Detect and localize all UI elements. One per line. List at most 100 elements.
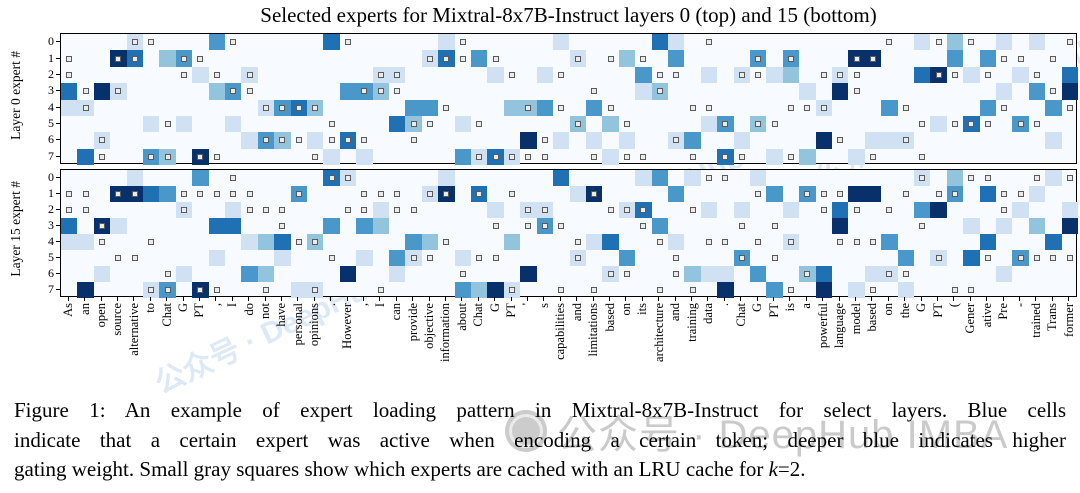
cached-marker [656,287,663,293]
cached-marker [919,153,926,160]
cached-marker [656,239,663,245]
heatmap-cell [651,218,668,234]
x-tick-mark [658,297,660,301]
heatmap-cell [651,34,668,51]
cached-marker [410,255,417,261]
x-token-label: model [848,303,863,335]
heatmap-cell [389,266,406,282]
x-tick-mark [100,297,102,301]
cached-marker [837,137,844,144]
cached-marker [263,104,270,111]
heatmap-cell [1061,66,1078,84]
x-tick-mark [969,297,971,301]
cached-marker [492,255,499,261]
cached-marker [804,191,811,197]
heatmap-cell [913,66,931,84]
heatmap-cell [618,132,636,149]
cached-marker [1050,88,1057,95]
cached-marker [771,121,778,128]
cached-marker [787,239,794,245]
x-token-label: provide [405,303,420,342]
x-tick-mark [822,297,824,301]
cached-marker [443,239,450,245]
cached-marker [951,191,958,197]
y-tick-mark [56,225,60,226]
cached-marker [558,104,565,111]
heatmap-cell [635,170,652,186]
heatmap-cell [831,218,849,234]
heatmap-cell [766,148,783,165]
heatmap-cell [1061,83,1078,100]
heatmap-cell [225,202,242,218]
cached-marker [279,104,286,111]
x-tick-mark [756,297,758,301]
heatmap-cell [487,282,504,298]
cached-marker [541,207,548,213]
cached-marker [705,175,712,181]
cached-marker [869,153,876,160]
x-token-label: can [389,303,404,321]
cached-marker [541,137,548,144]
cached-marker [705,239,712,245]
x-tick-mark [592,297,594,301]
heatmap-cell [61,99,78,116]
heatmap-cell [208,34,226,51]
cached-marker [574,255,581,261]
x-token-label: information [438,303,453,363]
heatmap-cell [782,66,800,84]
y-tick-label: 0 [48,34,54,49]
cached-marker [66,207,73,213]
heatmap-cell [684,132,701,149]
x-token-label: a [799,303,814,309]
cached-marker [1001,104,1008,111]
cached-marker [591,88,598,95]
cached-marker [181,191,188,197]
heatmap-cell [323,218,340,234]
x-token-label: data [700,303,715,324]
cached-marker [1033,121,1040,128]
x-token-label: trained [1028,303,1043,338]
cached-marker [689,104,696,111]
heatmap-cell [815,132,832,149]
x-token-label: s [536,303,551,308]
x-token-label: based [864,303,879,332]
heatmap-cell [602,234,619,250]
heatmap-cell [700,115,718,133]
y-tick-mark [56,273,60,274]
cached-marker [804,104,811,111]
heatmap-cell [667,234,685,250]
y-tick-mark [56,139,60,141]
heatmap-cell [799,83,816,100]
cached-marker [509,153,516,160]
x-token-label: the [897,303,912,319]
cached-marker [377,191,384,197]
cached-marker [509,191,516,197]
heatmap-cell [717,266,734,282]
cached-marker [607,104,614,111]
heatmap-cell [700,66,718,84]
cached-marker [295,191,302,197]
heatmap-cell [667,186,685,202]
y-tick-label: 3 [48,218,54,232]
heatmap-cell [717,282,734,298]
x-tick-mark [510,297,512,301]
cached-marker [1033,175,1040,181]
cached-marker [99,137,105,144]
x-tick-mark [609,297,610,301]
cached-marker [984,121,991,128]
cached-marker [869,287,876,293]
cached-marker [443,104,450,111]
x-tick-mark [723,297,725,301]
cached-marker [853,207,860,213]
cached-marker [197,55,204,62]
y-tick-label: 6 [48,266,54,280]
x-tick-mark [740,297,742,301]
heatmap-cell [77,234,94,250]
y-tick-mark [56,289,60,290]
heatmap-cell [618,50,636,67]
cached-marker [115,88,122,95]
cached-marker [640,223,647,229]
cached-marker [164,153,171,160]
heatmap-cell [323,148,340,165]
caption-line-1: Figure 1: An example of expert loading p… [14,398,1066,422]
